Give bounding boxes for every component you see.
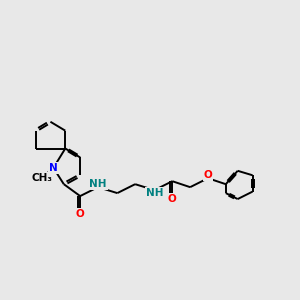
Text: O: O: [76, 209, 85, 219]
Text: NH: NH: [89, 179, 107, 189]
Text: N: N: [49, 163, 58, 173]
Text: NH: NH: [146, 188, 163, 198]
Text: CH₃: CH₃: [31, 173, 52, 183]
Text: O: O: [204, 170, 212, 180]
Text: O: O: [168, 194, 177, 204]
